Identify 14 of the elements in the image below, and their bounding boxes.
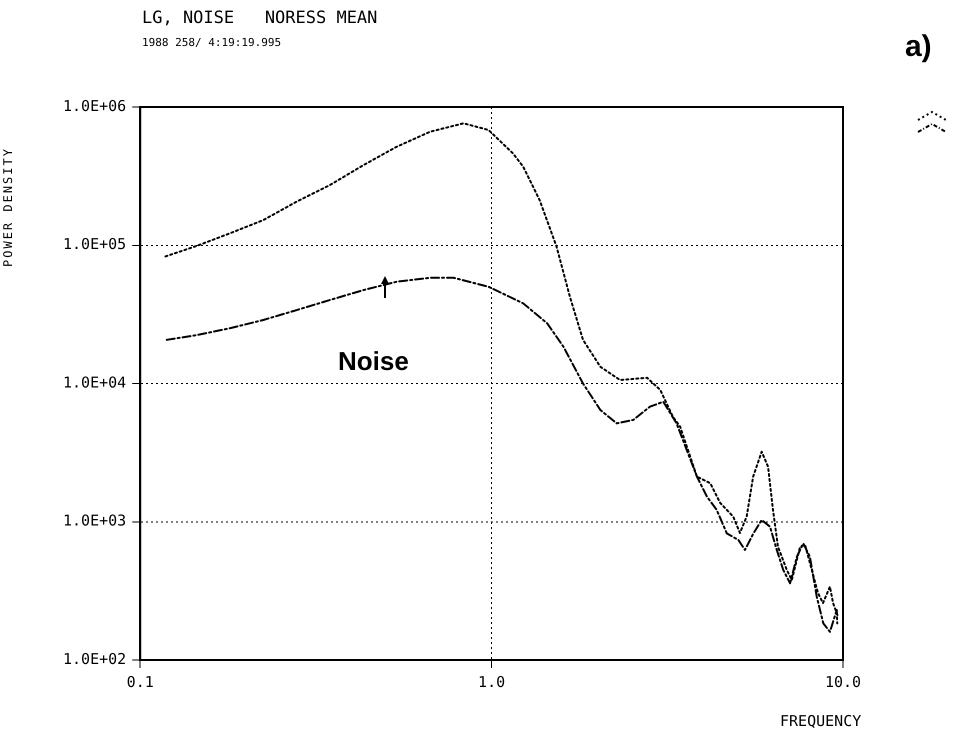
x-axis-title: FREQUENCY — [780, 712, 862, 730]
chart-subtitle: 1988 258/ 4:19:19.995 — [142, 36, 282, 49]
chart-title: LG, NOISE NORESS MEAN — [142, 8, 378, 28]
y-axis-title: POWER DENSITY — [1, 146, 15, 269]
y-tick-label: 1.0E+03 — [62, 512, 126, 530]
annotation: Noise — [338, 346, 409, 377]
y-tick-label: 1.0E+05 — [62, 235, 126, 254]
x-tick-label: 0.1 — [126, 672, 154, 691]
x-tick-label: 10.0 — [824, 672, 862, 691]
text: a) — [905, 30, 932, 64]
y-tick-label: 1.0E+02 — [62, 650, 126, 668]
y-tick-label: 1.0E+04 — [62, 373, 126, 392]
y-tick-label: 1.0E+06 — [62, 96, 126, 115]
x-tick-label: 1.0 — [478, 672, 506, 691]
